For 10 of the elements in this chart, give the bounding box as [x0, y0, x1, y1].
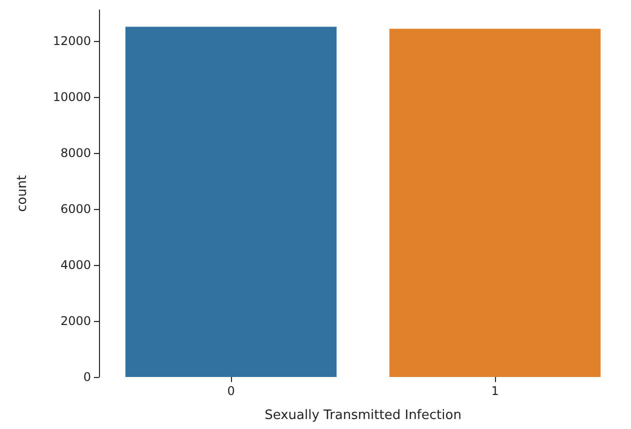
x-axis-title: Sexually Transmitted Infection [264, 408, 462, 423]
y-tick-label: 10000 [52, 90, 91, 104]
y-tick-label: 6000 [60, 202, 91, 216]
y-tick-label: 8000 [60, 146, 91, 160]
y-axis-title: count [15, 175, 30, 212]
y-tick-label: 12000 [52, 34, 91, 48]
y-tick-label: 0 [83, 370, 91, 384]
y-tick-label: 4000 [60, 258, 91, 272]
y-tick-label: 2000 [60, 314, 91, 328]
x-tick-label: 1 [491, 384, 499, 398]
